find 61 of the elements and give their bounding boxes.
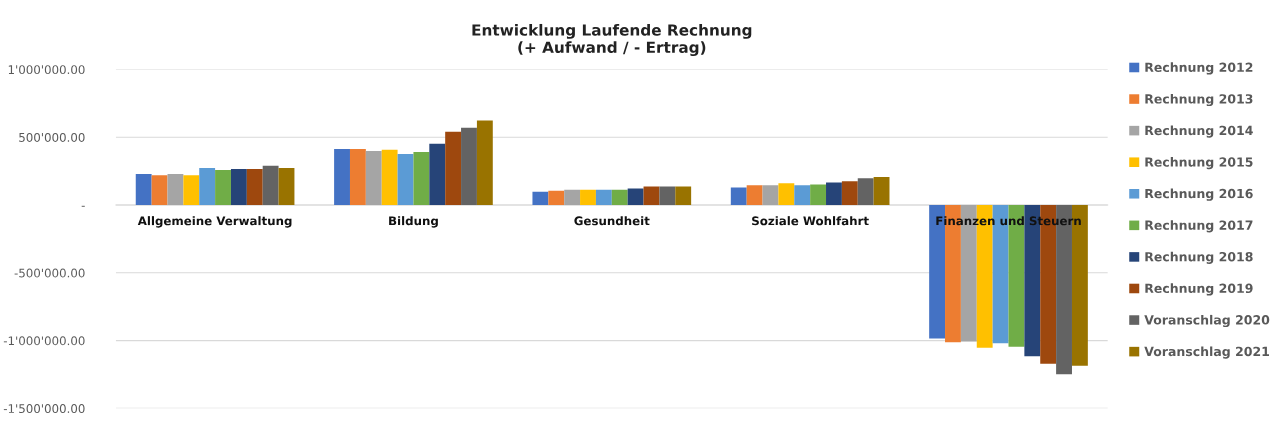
bar bbox=[643, 186, 660, 206]
bar bbox=[730, 187, 747, 206]
y-tick-label: - bbox=[81, 205, 85, 207]
bar bbox=[659, 186, 676, 206]
bar bbox=[334, 148, 350, 206]
bar bbox=[230, 168, 247, 206]
y-tick-label: 500'000.00 bbox=[19, 132, 85, 142]
bar bbox=[413, 151, 430, 206]
bar bbox=[810, 184, 827, 206]
chart-title: Entwicklung Laufende Rechnung (+ Aufwand / - Ertrag) bbox=[472, 23, 752, 57]
legend-label: Rechnung 2015 bbox=[1145, 157, 1253, 170]
bar bbox=[532, 191, 549, 206]
bar bbox=[476, 120, 493, 206]
bar bbox=[349, 148, 366, 206]
legend-label: Rechnung 2012 bbox=[1145, 62, 1253, 75]
bar bbox=[675, 186, 692, 206]
legend-label: Voranschlag 2020 bbox=[1144, 314, 1270, 328]
bar bbox=[762, 185, 779, 206]
x-tick-label: Allgemeine Verwaltung bbox=[137, 216, 292, 228]
bar bbox=[611, 189, 628, 206]
bar bbox=[167, 174, 184, 206]
legend-label: Rechnung 2017 bbox=[1145, 220, 1253, 233]
bar bbox=[826, 182, 842, 206]
legend-label: Rechnung 2013 bbox=[1145, 93, 1253, 107]
bar bbox=[794, 185, 811, 206]
bar bbox=[857, 178, 874, 206]
bar bbox=[397, 154, 414, 206]
bar bbox=[135, 174, 152, 206]
legend-label: Voranschlag 2021 bbox=[1144, 346, 1270, 359]
bar bbox=[429, 143, 446, 206]
y-tick-label: -1'500'000.00 bbox=[3, 404, 85, 414]
legend-label: Rechnung 2016 bbox=[1145, 188, 1253, 201]
legend-label: Rechnung 2014 bbox=[1145, 125, 1253, 138]
legend-label: Rechnung 2018 bbox=[1145, 251, 1253, 264]
bar bbox=[564, 189, 581, 206]
bar bbox=[580, 189, 596, 206]
bar bbox=[183, 175, 200, 206]
bar bbox=[278, 168, 295, 206]
bar bbox=[746, 185, 763, 206]
bar bbox=[595, 189, 612, 206]
x-tick-label: Bildung bbox=[389, 216, 438, 228]
bar bbox=[841, 181, 858, 206]
bar bbox=[381, 149, 398, 206]
y-tick-label: -500'000.00 bbox=[14, 268, 85, 278]
y-tick-label: -1'000'000.00 bbox=[3, 336, 85, 346]
bar bbox=[215, 170, 231, 206]
bar bbox=[627, 188, 644, 206]
y-tick-label: 1'000'000.00 bbox=[8, 65, 85, 75]
bar bbox=[151, 175, 168, 206]
bar bbox=[873, 176, 890, 206]
bar bbox=[461, 127, 477, 206]
bar bbox=[199, 168, 216, 206]
x-tick-label: Soziale Wohlfahrt bbox=[752, 216, 869, 226]
bar bbox=[246, 168, 263, 206]
bar bbox=[548, 190, 565, 206]
x-tick-label: Gesundheit bbox=[574, 216, 650, 226]
bar bbox=[778, 183, 795, 206]
bar bbox=[262, 165, 279, 206]
bar bbox=[365, 150, 382, 206]
legend-label: Rechnung 2019 bbox=[1145, 283, 1253, 296]
bar bbox=[445, 131, 462, 206]
